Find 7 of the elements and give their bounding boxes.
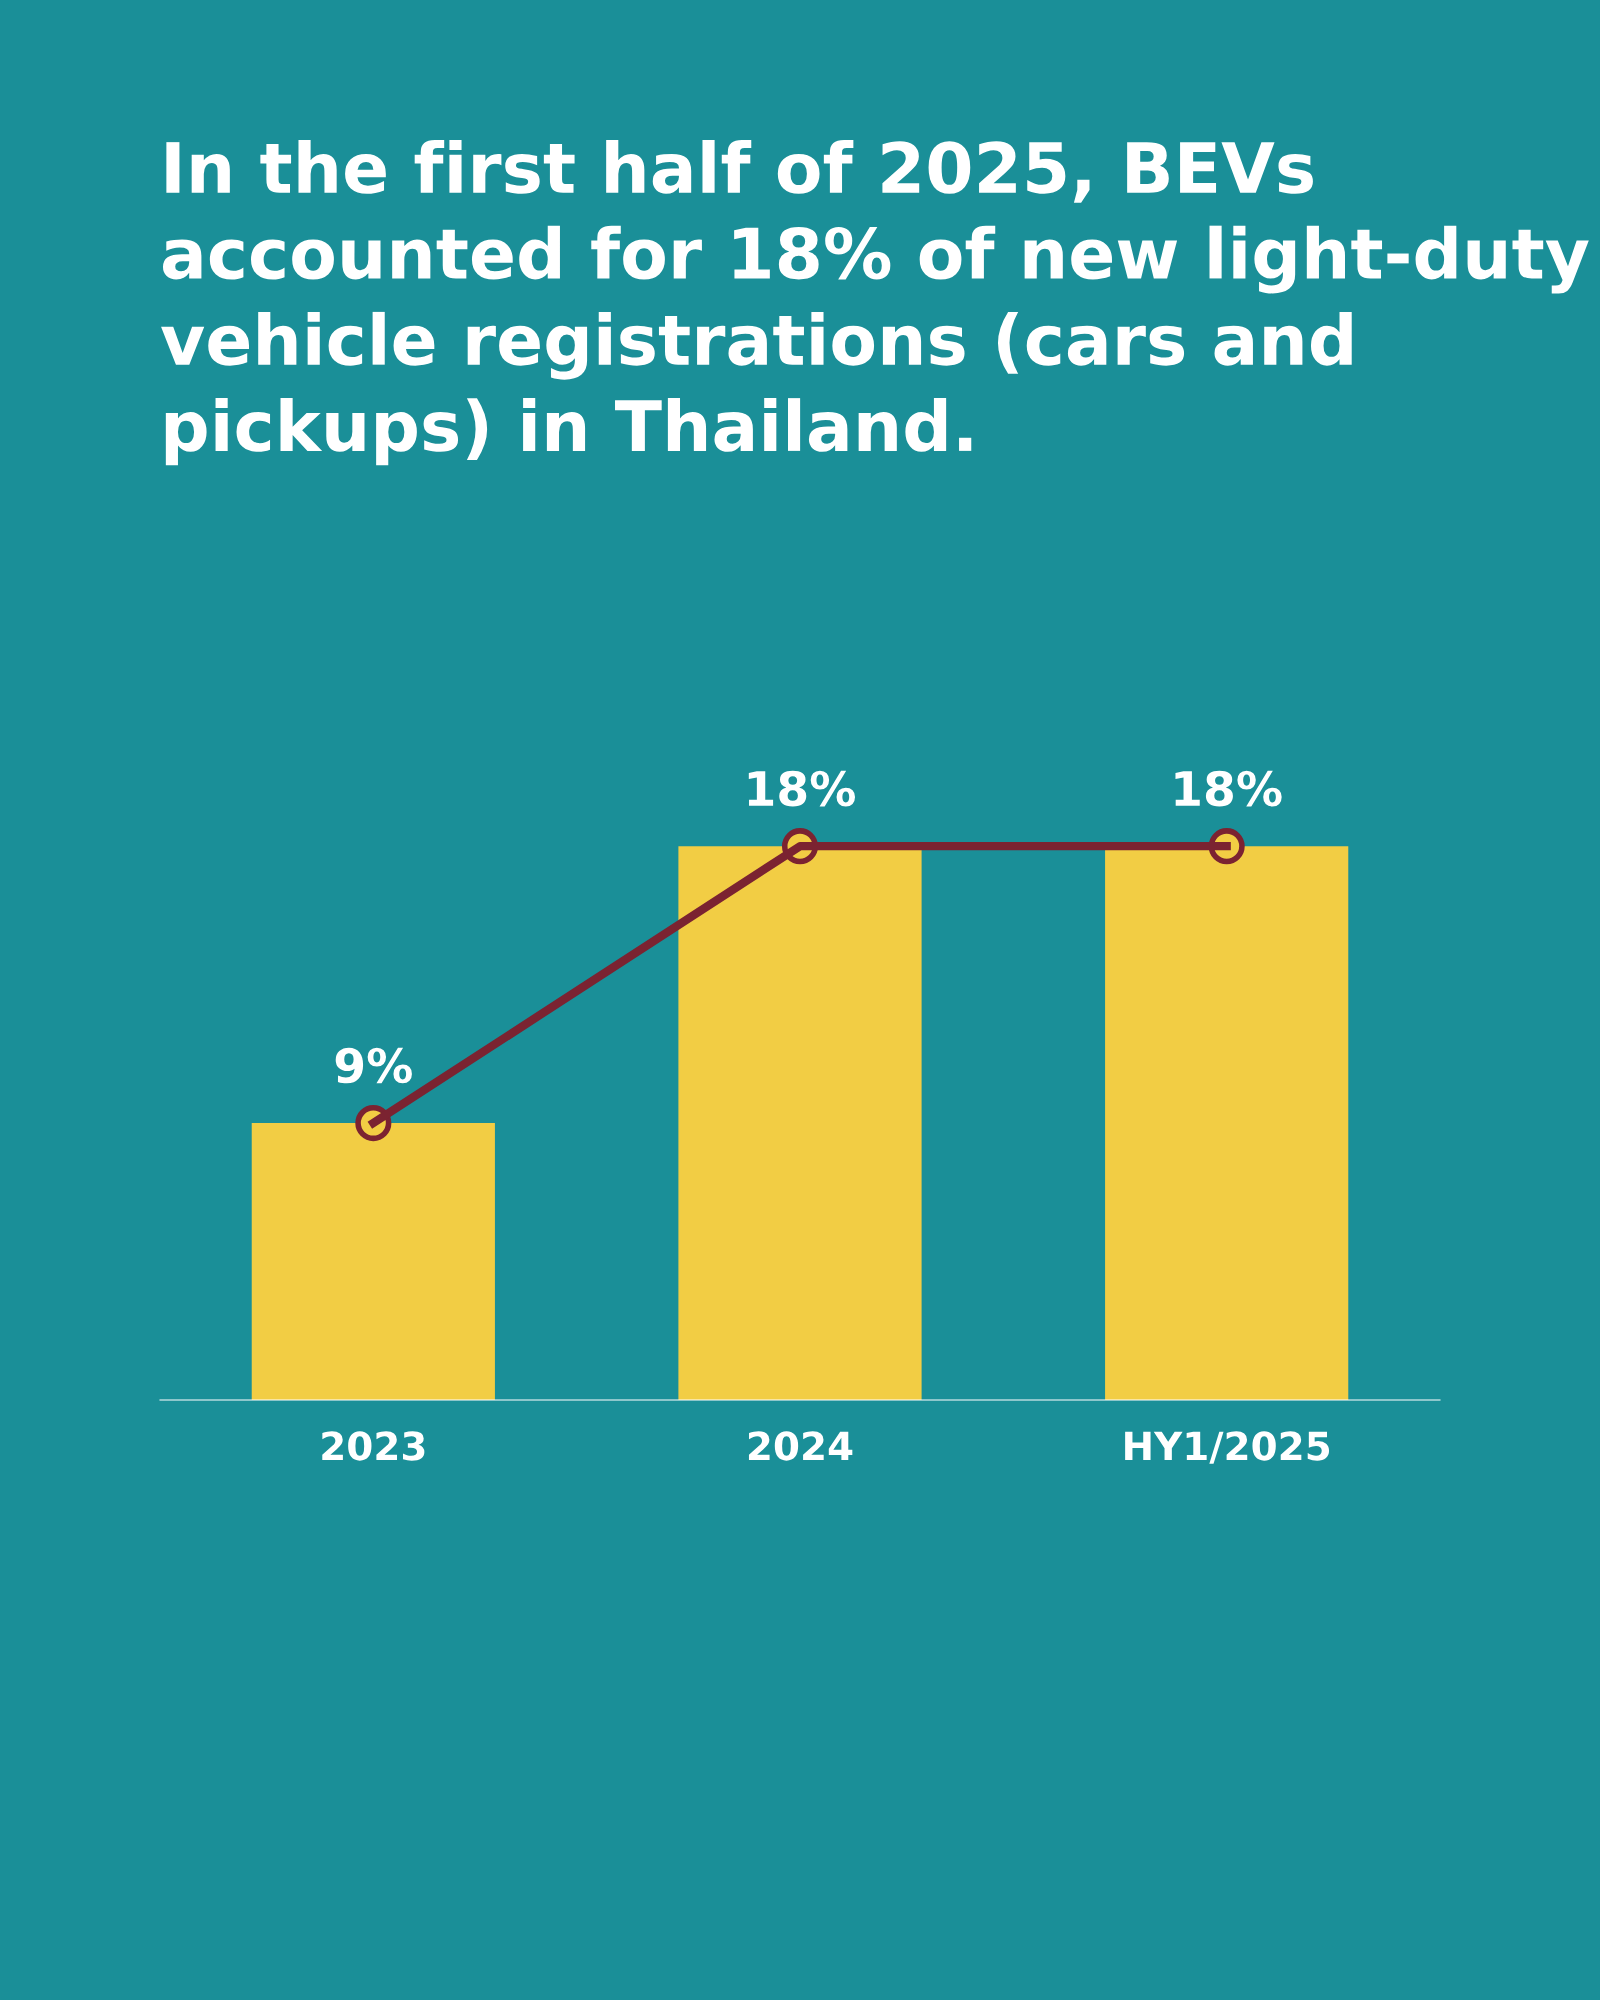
x-tick-label: HY1/2025	[1125, 1431, 1330, 1464]
x-tick-label: 2024	[748, 1431, 853, 1461]
x-tick-label: 2023	[322, 1431, 425, 1461]
data-label: 18%	[748, 770, 856, 807]
data-label: 9%	[335, 1047, 412, 1084]
data-label: 18%	[1175, 770, 1282, 807]
chart-title: In the first half of 2025, BEVs accounted for 18% of new light-duty vehicle registrations (cars and pickups) in Thailand.	[161, 140, 1589, 466]
